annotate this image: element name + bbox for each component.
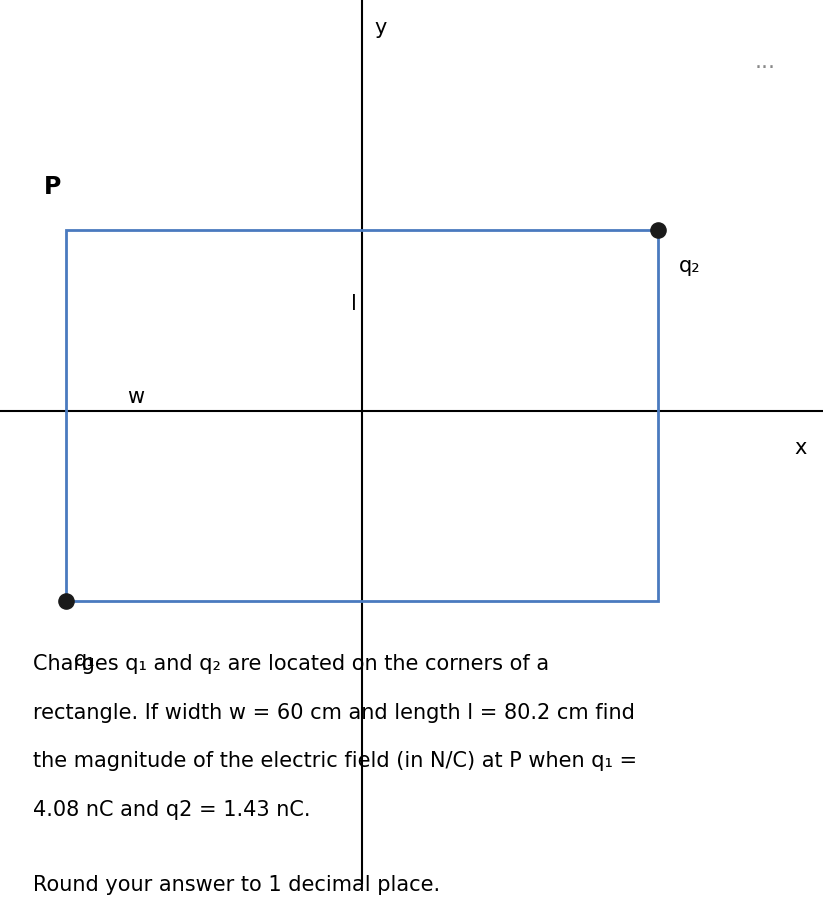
Text: P: P bbox=[44, 175, 62, 199]
Text: y: y bbox=[374, 18, 387, 38]
Text: w: w bbox=[128, 387, 144, 407]
Text: Round your answer to 1 decimal place.: Round your answer to 1 decimal place. bbox=[33, 875, 440, 895]
Text: x: x bbox=[794, 438, 807, 457]
Point bbox=[652, 222, 665, 237]
Text: rectangle. If width w = 60 cm and length l = 80.2 cm find: rectangle. If width w = 60 cm and length… bbox=[33, 702, 635, 723]
Text: 4.08 nC and q2 = 1.43 nC.: 4.08 nC and q2 = 1.43 nC. bbox=[33, 800, 310, 820]
Text: Charges q₁ and q₂ are located on the corners of a: Charges q₁ and q₂ are located on the cor… bbox=[33, 654, 549, 674]
Text: q₁: q₁ bbox=[74, 649, 95, 670]
Text: q₂: q₂ bbox=[679, 257, 700, 276]
Text: l: l bbox=[351, 294, 357, 314]
Text: the magnitude of the electric field (in N/C) at P when q₁ =: the magnitude of the electric field (in … bbox=[33, 752, 637, 771]
Point bbox=[59, 594, 72, 608]
Bar bbox=[66, 230, 658, 601]
Text: ...: ... bbox=[755, 52, 776, 72]
